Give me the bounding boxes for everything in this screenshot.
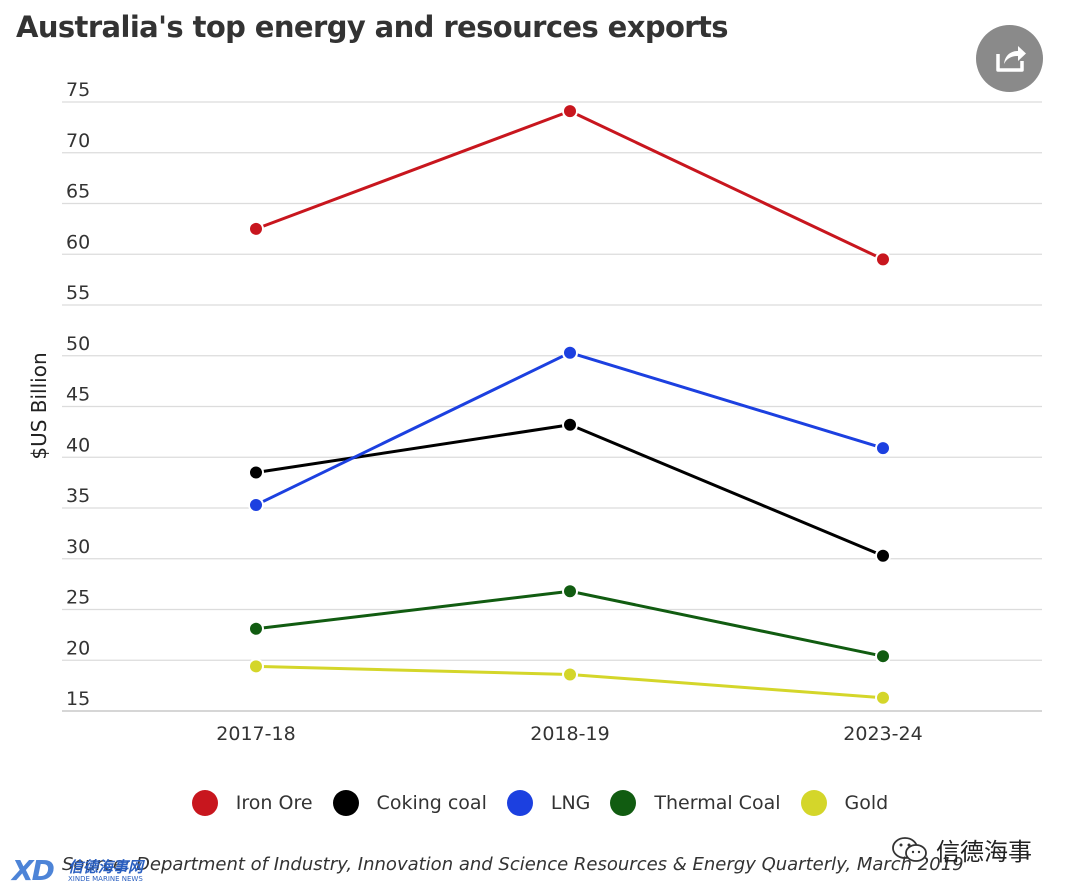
data-point-iron-ore [562,103,578,120]
data-point-gold [875,689,891,706]
y-tick-label: 55 [66,282,90,304]
legend-swatch [332,790,359,816]
data-point-coking-coal [875,547,891,564]
legend-label: Thermal Coal [654,792,781,814]
logo-english-text: XINDE MARINE NEWS [68,875,143,883]
x-tick-label: 2023-24 [843,723,922,745]
legend-item-gold[interactable]: Gold [800,790,889,816]
data-point-thermal-coal [562,583,578,600]
legend-label: Gold [844,792,889,814]
data-point-iron-ore [248,220,264,237]
legend-item-thermal-coal[interactable]: Thermal Coal [610,790,781,816]
y-tick-label: 35 [66,485,90,507]
data-point-thermal-coal [248,620,264,637]
legend-label: Coking coal [376,792,487,814]
x-tick-label: 2017-18 [216,723,295,745]
y-tick-label: 40 [66,434,90,456]
chart-title: Australia's top energy and resources exp… [16,10,729,44]
series-line-thermal-coal [255,589,884,658]
legend-swatch [800,790,827,816]
legend-swatch [191,790,218,816]
data-point-coking-coal [562,416,578,433]
y-tick-label: 75 [66,79,90,101]
logo-mark: XD [12,854,55,887]
data-point-coking-coal [248,464,264,481]
data-point-gold [248,658,264,675]
legend-swatch [506,790,533,816]
data-point-lng [875,440,891,457]
series-line-coking-coal [255,423,884,558]
y-tick-label: 15 [66,688,90,710]
legend-label: LNG [550,792,591,814]
legend-swatch [610,790,637,816]
y-tick-label: 60 [66,231,90,253]
legend-item-coking-coal[interactable]: Coking coal [332,790,487,816]
y-tick-label: 45 [66,384,90,406]
y-tick-label: 50 [66,333,90,355]
data-point-lng [562,344,578,361]
y-tick-label: 30 [66,536,90,558]
y-tick-label: 20 [66,637,90,659]
data-point-thermal-coal [875,648,891,665]
xinde-logo: XD 信德海事网 XINDE MARINE NEWS [12,854,172,888]
watermark: 信德海事 [890,832,1032,867]
data-point-iron-ore [875,251,891,268]
data-point-lng [248,496,264,513]
y-tick-label: 25 [66,587,90,609]
legend-label: Iron Ore [235,792,313,814]
share-button[interactable] [976,25,1043,92]
series-line-iron-ore [255,109,884,261]
y-tick-label: 65 [66,181,90,203]
logo-chinese-text: 信德海事网 [68,858,144,876]
watermark-text: 信德海事 [936,838,1032,866]
source-note: Source: Department of Industry, Innovati… [62,854,964,875]
chart-legend: Iron Ore Coking coal LNG Thermal Coal Gold [0,786,1080,820]
y-tick-label: 70 [66,130,90,152]
legend-item-lng[interactable]: LNG [506,790,591,816]
y-axis-label: $US Billion [27,352,51,459]
x-tick-label: 2018-19 [530,723,609,745]
data-point-gold [562,666,578,683]
wechat-icon [892,836,927,862]
share-icon [996,46,1026,72]
legend-item-iron-ore[interactable]: Iron Ore [191,790,313,816]
